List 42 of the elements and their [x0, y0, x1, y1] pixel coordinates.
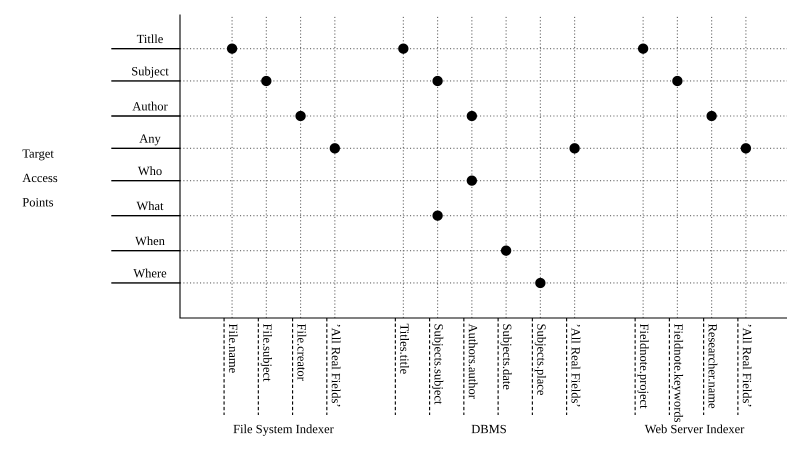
point — [535, 278, 546, 288]
point — [432, 210, 443, 221]
text: Web Server Indexer — [644, 424, 744, 434]
text: Target Access Points — [22, 149, 58, 206]
text: File System Indexer — [233, 424, 334, 436]
point — [330, 143, 340, 154]
x-tick-label: Subjects.subject — [432, 324, 444, 404]
x-tick-label: Titles.title — [400, 324, 410, 374]
point — [295, 110, 306, 122]
point — [466, 110, 478, 122]
point — [740, 143, 752, 154]
point — [638, 44, 648, 54]
ref-line-label: Who — [138, 166, 162, 176]
text: DBMS — [472, 424, 506, 434]
x-tick-label: ’All Real Fields’ — [742, 324, 752, 406]
point — [706, 110, 717, 122]
point — [672, 76, 683, 86]
x-tick-label: Subjects.place — [534, 324, 546, 395]
point — [500, 246, 512, 256]
ref-line-label: Author — [132, 102, 168, 110]
x-tick-label: ’All Real Fields’ — [332, 324, 340, 406]
x-tick-label: File.subject — [260, 324, 272, 382]
point — [398, 44, 408, 54]
ref-line-label: When — [135, 236, 165, 246]
point — [226, 44, 238, 54]
ref-line-label: Where — [133, 268, 166, 278]
ref-line-label: Any — [139, 134, 161, 146]
x-tick-label: Fieldnote.keywords — [672, 324, 684, 422]
ref-line-label: What — [136, 201, 164, 210]
x-tick-label: Authors.author — [468, 324, 478, 399]
point — [432, 76, 443, 86]
x-tick-label: Researcher.name — [708, 324, 718, 408]
point — [466, 175, 478, 186]
point — [261, 76, 272, 86]
ref-line-label: Titlle — [136, 34, 163, 44]
x-tick-label: Fieldnote.project — [637, 324, 649, 409]
point — [569, 143, 580, 154]
x-tick-label: File.creator — [297, 324, 306, 381]
x-tick-label: ’All Real Fields’ — [571, 324, 580, 406]
x-tick-label: File.name — [228, 324, 238, 373]
ref-line-label: Subject — [132, 66, 169, 78]
x-tick-label: Subjects.date — [500, 324, 512, 390]
